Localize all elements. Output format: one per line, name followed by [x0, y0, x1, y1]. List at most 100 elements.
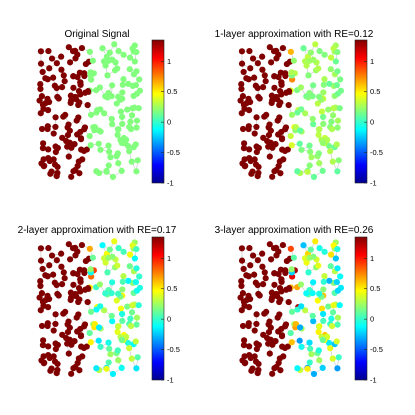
- graph-node: [290, 57, 297, 64]
- graph-node: [240, 101, 248, 108]
- graph-node: [45, 244, 52, 252]
- graph-node: [253, 123, 260, 131]
- graph-node: [78, 241, 86, 249]
- graph-node: [254, 369, 261, 377]
- graph-node: [324, 333, 331, 340]
- colorbar-gradient: [151, 236, 165, 381]
- graph-node: [65, 153, 72, 160]
- graph-node: [241, 337, 248, 344]
- graph-node: [325, 142, 333, 150]
- graph-node: [58, 84, 66, 91]
- graph-node: [315, 131, 322, 138]
- graph-node: [334, 48, 341, 56]
- graph-node: [36, 97, 43, 104]
- graph-node: [278, 333, 286, 340]
- graph-node: [77, 325, 84, 333]
- graph-node: [266, 350, 273, 357]
- graph-node: [332, 58, 339, 65]
- graph-node: [334, 168, 341, 175]
- panel-1-layer: 1-layer approximation with RE=0.12 1 0.5 0…: [215, 29, 383, 188]
- graph-node: [242, 162, 249, 169]
- graph-node: [87, 111, 95, 118]
- graph-node: [105, 57, 112, 64]
- graph-node: [86, 329, 93, 337]
- graph-node: [58, 66, 65, 73]
- graph-node: [75, 311, 82, 318]
- graph-node: [97, 146, 104, 153]
- graph-node: [334, 365, 341, 372]
- graph-node: [259, 281, 267, 288]
- graph-node: [271, 281, 278, 288]
- graph-node: [115, 357, 122, 364]
- graph-node: [329, 309, 337, 316]
- graph-node: [319, 139, 326, 147]
- colorbar-tick-label: 0.5: [370, 284, 380, 293]
- graph-node: [332, 255, 339, 262]
- graph-node: [269, 142, 277, 149]
- graph-node: [37, 110, 44, 117]
- graph-node: [133, 245, 140, 253]
- graph-node: [334, 90, 342, 97]
- graph-node: [126, 148, 133, 155]
- graph-node: [97, 343, 104, 350]
- graph-node: [128, 355, 135, 362]
- graph-node: [39, 101, 47, 108]
- graph-node: [310, 173, 318, 181]
- graph-node: [238, 48, 246, 55]
- graph-node: [45, 343, 52, 350]
- graph-node: [52, 345, 59, 353]
- graph-node: [53, 60, 60, 67]
- graph-node: [259, 84, 267, 91]
- graph-node: [134, 157, 141, 164]
- graph-node: [254, 172, 261, 180]
- graph-node: [132, 338, 139, 345]
- graph-node: [77, 288, 84, 295]
- graph-node: [259, 66, 266, 73]
- graph-node: [275, 74, 282, 81]
- graph-node: [280, 353, 287, 360]
- graph-node: [126, 66, 133, 73]
- graph-node: [292, 123, 300, 131]
- graph-node: [46, 262, 53, 269]
- graph-node: [133, 68, 140, 75]
- graph-node: [60, 269, 67, 276]
- graph-node: [119, 89, 126, 96]
- graph-node: [310, 370, 318, 378]
- graph-node: [133, 314, 141, 321]
- graph-node: [39, 298, 47, 305]
- colorbar-gradient: [151, 39, 165, 184]
- colorbar-tick-label: 0.5: [370, 87, 380, 96]
- graph-node: [105, 142, 112, 149]
- graph-node: [270, 245, 278, 252]
- graph-node: [335, 354, 342, 361]
- signal-graph: [36, 238, 144, 378]
- graph-node: [52, 114, 59, 121]
- graph-node: [114, 262, 121, 269]
- graph-node: [105, 339, 112, 346]
- graph-node: [69, 245, 77, 252]
- graph-node: [93, 365, 100, 372]
- graph-node: [118, 139, 125, 147]
- graph-node: [50, 271, 57, 278]
- graph-node: [254, 257, 261, 264]
- graph-node: [334, 124, 341, 131]
- graph-node: [334, 265, 341, 272]
- graph-node: [52, 311, 59, 318]
- graph-node: [318, 305, 326, 312]
- graph-node: [76, 367, 83, 374]
- graph-node: [279, 44, 287, 52]
- graph-node: [310, 121, 317, 128]
- graph-node: [251, 327, 258, 334]
- graph-node: [119, 286, 126, 293]
- graph-node: [79, 156, 86, 163]
- graph-node: [44, 304, 52, 311]
- graph-node: [104, 72, 111, 79]
- graph-node: [273, 290, 280, 298]
- graph-node: [328, 322, 336, 330]
- graph-node: [39, 68, 46, 76]
- graph-node: [87, 266, 94, 273]
- graph-node: [334, 314, 342, 321]
- graph-node: [95, 324, 103, 331]
- graph-node: [84, 298, 91, 306]
- graph-node: [306, 57, 313, 64]
